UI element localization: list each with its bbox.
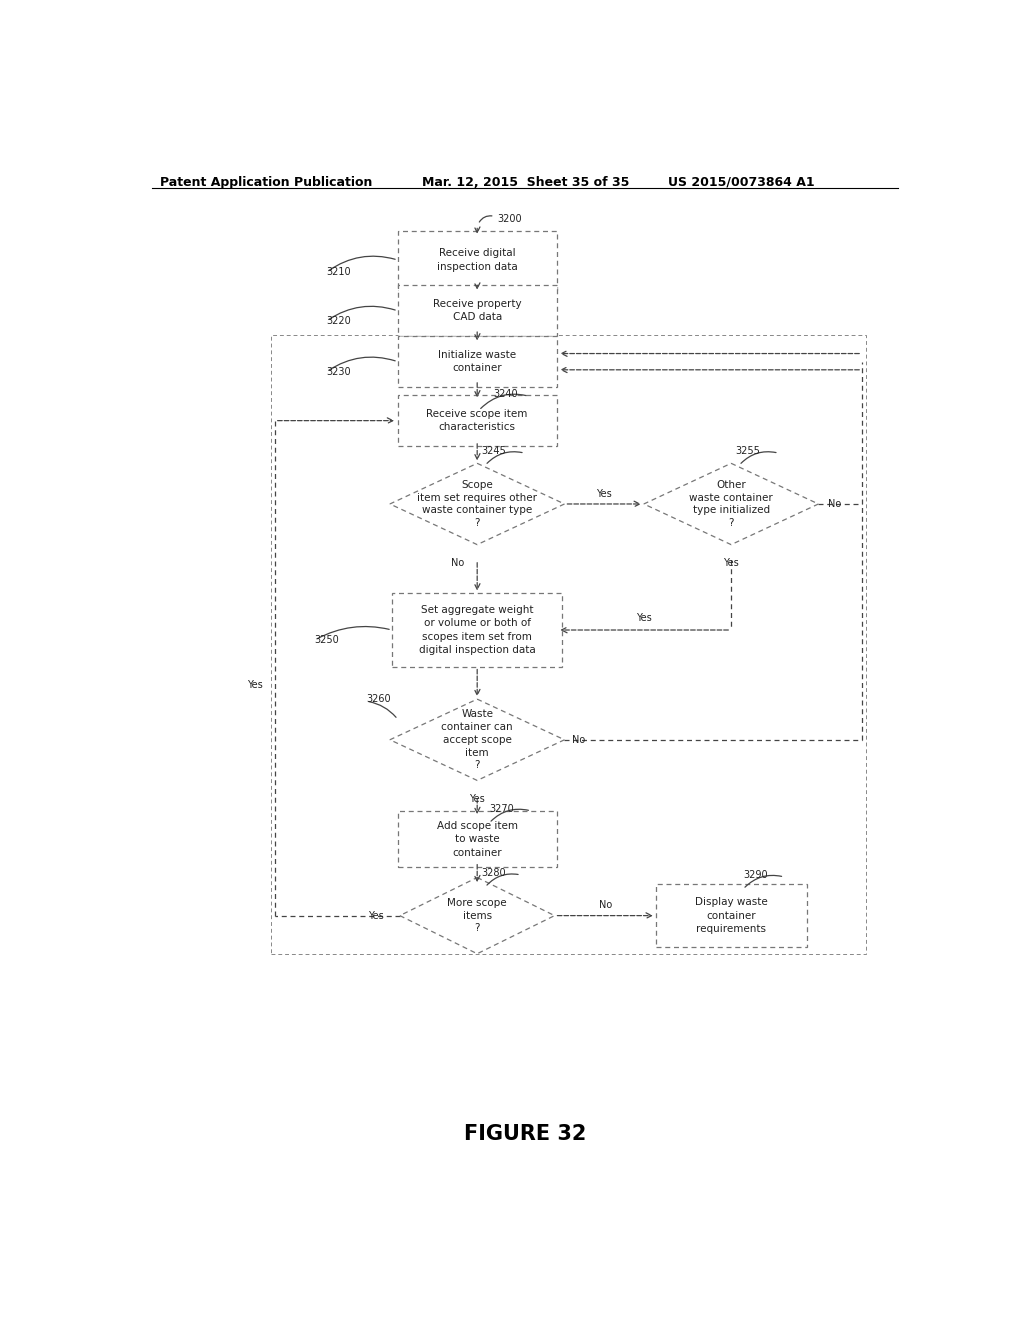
Text: FIGURE 32: FIGURE 32 xyxy=(464,1125,586,1144)
Text: 3280: 3280 xyxy=(481,869,506,878)
Text: 3240: 3240 xyxy=(494,389,518,399)
Text: Yes: Yes xyxy=(596,488,612,499)
Bar xyxy=(392,594,562,667)
Text: Waste
container can
accept scope
item
?: Waste container can accept scope item ? xyxy=(441,709,513,771)
Text: More scope
items
?: More scope items ? xyxy=(447,898,507,933)
Text: Initialize waste
container: Initialize waste container xyxy=(438,350,516,374)
Text: 3270: 3270 xyxy=(489,804,514,814)
Text: Patent Application Publication: Patent Application Publication xyxy=(160,176,372,189)
Text: Receive digital
inspection data: Receive digital inspection data xyxy=(437,248,517,272)
Text: 3200: 3200 xyxy=(497,214,521,224)
Text: No: No xyxy=(828,499,841,510)
Text: 3290: 3290 xyxy=(743,870,768,880)
Text: Set aggregate weight
or volume or both of
scopes item set from
digital inspectio: Set aggregate weight or volume or both o… xyxy=(419,605,536,655)
Text: 3210: 3210 xyxy=(327,267,351,277)
Text: Yes: Yes xyxy=(469,793,485,804)
Text: 3255: 3255 xyxy=(735,446,760,457)
Text: No: No xyxy=(451,558,464,568)
Text: 3220: 3220 xyxy=(327,315,351,326)
Bar xyxy=(397,231,557,289)
Text: No: No xyxy=(572,735,586,744)
Bar xyxy=(397,285,557,337)
Text: Display waste
container
requirements: Display waste container requirements xyxy=(694,898,768,933)
Text: Receive property
CAD data: Receive property CAD data xyxy=(433,300,521,322)
Polygon shape xyxy=(390,463,564,545)
Bar xyxy=(397,812,557,867)
Text: Yes: Yes xyxy=(723,558,739,568)
Bar xyxy=(655,884,807,948)
Text: Other
waste container
type initialized
?: Other waste container type initialized ? xyxy=(689,479,773,528)
Text: Add scope item
to waste
container: Add scope item to waste container xyxy=(436,821,518,858)
Text: 3250: 3250 xyxy=(314,635,339,645)
Text: 3230: 3230 xyxy=(327,367,351,376)
Text: 3260: 3260 xyxy=(367,694,391,704)
Text: Yes: Yes xyxy=(369,911,384,920)
Text: Yes: Yes xyxy=(247,680,263,690)
Text: No: No xyxy=(598,900,611,911)
Text: Yes: Yes xyxy=(636,612,651,623)
Bar xyxy=(397,337,557,387)
Bar xyxy=(397,395,557,446)
Bar xyxy=(270,335,866,954)
Polygon shape xyxy=(399,878,555,954)
Text: Scope
item set requires other
waste container type
?: Scope item set requires other waste cont… xyxy=(417,479,538,528)
Text: 3245: 3245 xyxy=(481,446,506,457)
Text: Receive scope item
characteristics: Receive scope item characteristics xyxy=(427,409,527,432)
Text: Mar. 12, 2015  Sheet 35 of 35: Mar. 12, 2015 Sheet 35 of 35 xyxy=(422,176,629,189)
Text: US 2015/0073864 A1: US 2015/0073864 A1 xyxy=(668,176,814,189)
Polygon shape xyxy=(390,700,564,780)
Polygon shape xyxy=(644,463,818,545)
